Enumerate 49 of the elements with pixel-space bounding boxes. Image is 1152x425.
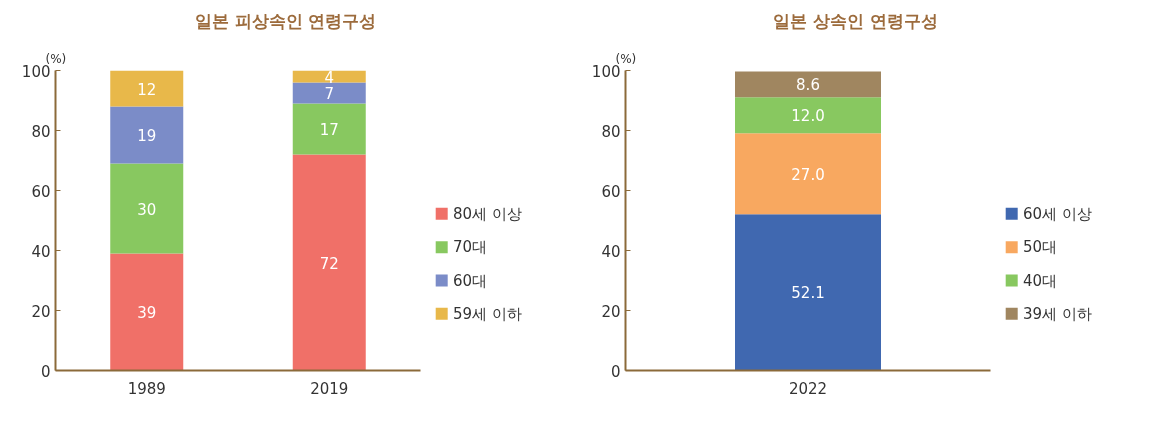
bar: [735, 97, 881, 134]
bar: [110, 163, 184, 254]
bar: [292, 70, 366, 83]
bar: [110, 106, 184, 164]
data-label: 27.0: [791, 165, 825, 184]
data-label: 39: [137, 304, 157, 322]
legend-label: 60세 이상: [1022, 204, 1092, 223]
bar: [735, 71, 881, 98]
y-tick-label: 20: [601, 302, 621, 321]
legend-label: 60대: [452, 271, 487, 290]
data-label: 4: [324, 68, 335, 87]
bar: [110, 70, 184, 107]
legend-label: 59세 이하: [452, 304, 522, 323]
bar: [735, 133, 881, 215]
legend-label: 50대: [1022, 238, 1057, 257]
data-label: 30: [137, 200, 157, 219]
bar: [292, 103, 366, 155]
bar: [292, 154, 366, 371]
data-label: 8.6: [796, 76, 820, 95]
x-tick-label: 1989: [127, 379, 166, 398]
data-label: 52.1: [791, 284, 825, 303]
y-tick-label: 0: [610, 362, 621, 381]
y-axis-title: (%): [615, 51, 637, 66]
data-label: 72: [319, 254, 339, 273]
chart-title: 일본 피상속인 연령구성: [194, 10, 377, 31]
chart-title: 일본 상속인 연령구성: [773, 10, 938, 31]
bar: [735, 214, 881, 371]
y-tick-label: 0: [40, 362, 51, 381]
data-label: 7: [324, 85, 335, 103]
y-tick-label: 60: [601, 182, 621, 201]
y-tick-label: 40: [31, 242, 51, 261]
bar: [110, 253, 184, 371]
y-tick-label: 60: [31, 182, 51, 201]
y-tick-label: 20: [31, 302, 51, 321]
y-axis-title: (%): [45, 51, 67, 66]
data-label: 12.0: [791, 107, 825, 126]
data-label: 12: [137, 80, 157, 99]
x-tick-label: 2019: [310, 379, 349, 398]
data-label: 17: [319, 121, 339, 139]
legend-label: 70대: [452, 238, 487, 257]
bar: [292, 82, 366, 104]
y-tick-label: 80: [601, 122, 621, 141]
legend-label: 80세 이상: [452, 204, 522, 223]
y-tick-label: 40: [601, 242, 621, 261]
data-label: 19: [137, 127, 157, 145]
legend-label: 40대: [1022, 271, 1057, 290]
y-tick-label: 80: [31, 122, 51, 141]
x-tick-label: 2022: [788, 379, 828, 398]
legend-label: 39세 이하: [1022, 304, 1092, 323]
